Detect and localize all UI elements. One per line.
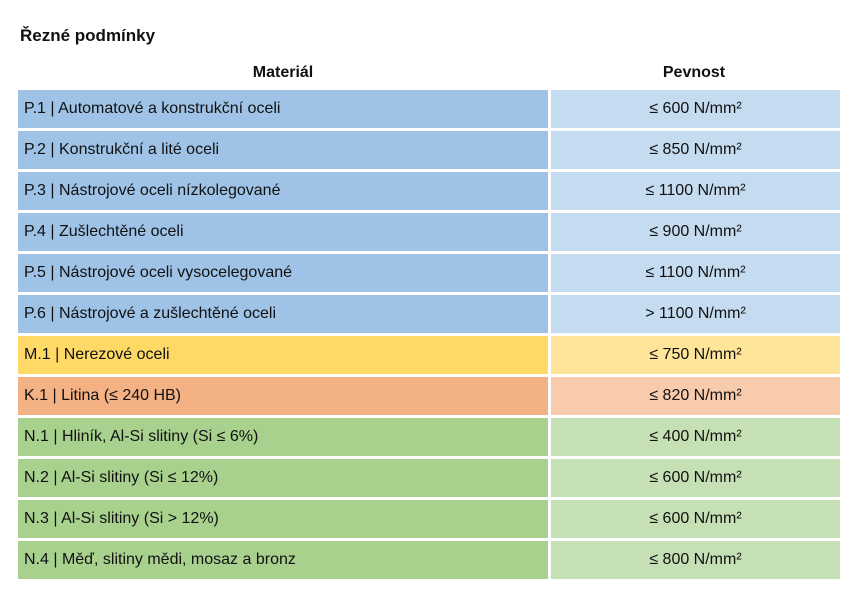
table-row: P.1 | Automatové a konstrukční oceli ≤ 60… [18,90,840,128]
material-cell: N.2 | Al-Si slitiny (Si ≤ 12%) [18,459,548,497]
strength-cell: ≤ 400 N/mm² [551,418,840,456]
table-row: M.1 | Nerezové oceli ≤ 750 N/mm² [18,336,840,374]
material-cell: P.4 | Zušlechtěné oceli [18,213,548,251]
table-row: P.4 | Zušlechtěné oceli ≤ 900 N/mm² [18,213,840,251]
table-row: P.3 | Nástrojové oceli nízkolegované ≤ 11… [18,172,840,210]
table-row: N.1 | Hliník, Al-Si slitiny (Si ≤ 6%) ≤ 4… [18,418,840,456]
material-cell: M.1 | Nerezové oceli [18,336,548,374]
cutting-conditions-table: Materiál Pevnost P.1 | Automatové a kons… [18,56,840,582]
strength-cell: ≤ 750 N/mm² [551,336,840,374]
table-row: N.3 | Al-Si slitiny (Si > 12%) ≤ 600 N/mm… [18,500,840,538]
strength-cell: ≤ 600 N/mm² [551,500,840,538]
page-title: Řezné podmínky [20,26,156,45]
material-cell: P.1 | Automatové a konstrukční oceli [18,90,548,128]
strength-cell: ≤ 600 N/mm² [551,459,840,497]
material-cell: N.1 | Hliník, Al-Si slitiny (Si ≤ 6%) [18,418,548,456]
strength-cell: ≤ 800 N/mm² [551,541,840,579]
table-row: N.4 | Měď, slitiny mědi, mosaz a bronz ≤ … [18,541,840,579]
table-body: P.1 | Automatové a konstrukční oceli ≤ 60… [18,90,840,579]
material-cell: P.3 | Nástrojové oceli nízkolegované [18,172,548,210]
strength-column-header: Pevnost [662,64,726,81]
material-cell: N.4 | Měď, slitiny mědi, mosaz a bronz [18,541,548,579]
material-cell: K.1 | Litina (≤ 240 HB) [18,377,548,415]
table-row: K.1 | Litina (≤ 240 HB) ≤ 820 N/mm² [18,377,840,415]
strength-cell: > 1100 N/mm² [551,295,840,333]
strength-cell: ≤ 900 N/mm² [551,213,840,251]
material-cell: P.2 | Konstrukční a lité oceli [18,131,548,169]
material-cell: P.6 | Nástrojové a zušlechtěné oceli [18,295,548,333]
material-cell: P.5 | Nástrojové oceli vysocelegované [18,254,548,292]
table-row: N.2 | Al-Si slitiny (Si ≤ 12%) ≤ 600 N/mm… [18,459,840,497]
material-column-header: Materiál [252,64,314,81]
material-cell: N.3 | Al-Si slitiny (Si > 12%) [18,500,548,538]
strength-cell: ≤ 1100 N/mm² [551,254,840,292]
strength-cell: ≤ 820 N/mm² [551,377,840,415]
strength-cell: ≤ 1100 N/mm² [551,172,840,210]
table-row: P.5 | Nástrojové oceli vysocelegované ≤ 1… [18,254,840,292]
strength-cell: ≤ 600 N/mm² [551,90,840,128]
table-row: P.6 | Nástrojové a zušlechtěné oceli > 11… [18,295,840,333]
strength-cell: ≤ 850 N/mm² [551,131,840,169]
table-header: Materiál Pevnost [18,56,840,90]
table-row: P.2 | Konstrukční a lité oceli ≤ 850 N/mm… [18,131,840,169]
